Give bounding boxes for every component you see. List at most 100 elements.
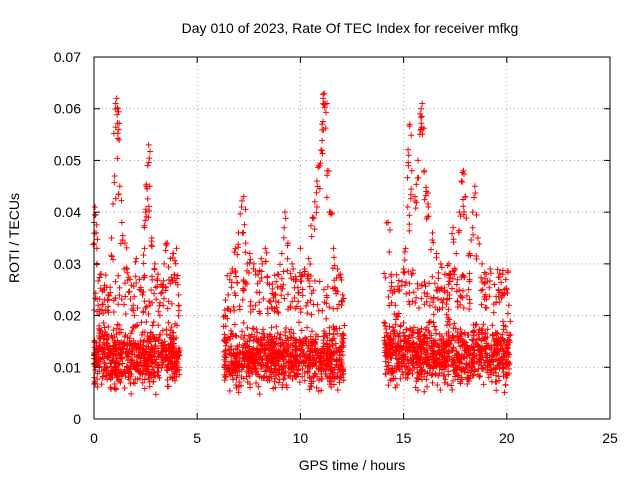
data-point: [262, 258, 269, 265]
data-point: [146, 207, 153, 214]
data-point: [252, 268, 259, 275]
data-point: [323, 341, 330, 348]
data-point: [121, 384, 128, 391]
data-point: [238, 374, 245, 381]
y-tick-label: 0.02: [54, 308, 81, 324]
data-point: [276, 376, 283, 383]
data-point: [320, 286, 327, 293]
data-point: [258, 365, 265, 372]
data-point: [400, 269, 407, 276]
data-point: [307, 382, 314, 389]
data-point: [128, 390, 135, 397]
data-point: [439, 353, 446, 360]
data-point: [502, 356, 509, 363]
x-tick-label: 10: [293, 430, 309, 446]
data-point: [404, 371, 411, 378]
data-point: [482, 330, 489, 337]
data-point: [331, 364, 338, 371]
data-point: [430, 294, 437, 301]
data-point: [474, 235, 481, 241]
data-point: [124, 351, 131, 358]
data-point: [383, 326, 390, 333]
y-tick-label: 0.01: [54, 359, 81, 375]
data-point: [222, 374, 229, 381]
data-point: [169, 254, 176, 261]
data-point: [304, 370, 311, 377]
data-point: [145, 141, 152, 148]
data-point: [323, 109, 330, 116]
data-point: [243, 373, 250, 380]
data-point: [383, 219, 390, 226]
data-point: [256, 308, 263, 315]
data-point: [277, 261, 284, 268]
data-point: [414, 326, 421, 333]
data-point: [389, 370, 396, 377]
data-point: [301, 377, 308, 384]
data-point: [160, 277, 167, 284]
data-point: [162, 247, 169, 254]
data-point: [256, 278, 263, 285]
data-point: [456, 227, 463, 234]
data-point: [434, 284, 441, 291]
data-point: [278, 286, 285, 293]
data-point: [444, 381, 451, 388]
data-point: [112, 295, 119, 302]
data-point: [139, 379, 146, 386]
data-point: [428, 340, 435, 347]
data-point: [448, 382, 455, 389]
data-point: [307, 345, 314, 352]
data-point: [478, 365, 485, 372]
data-point: [136, 276, 143, 283]
data-point: [429, 237, 436, 244]
data-point: [321, 332, 328, 339]
data-point: [111, 334, 118, 341]
data-point: [221, 307, 228, 314]
data-point: [458, 178, 465, 185]
data-point: [436, 331, 443, 338]
data-point: [134, 322, 141, 329]
data-point: [478, 301, 485, 308]
data-point: [154, 283, 161, 290]
data-point: [271, 292, 278, 299]
data-point: [312, 371, 319, 378]
data-point: [498, 279, 505, 286]
data-point: [402, 337, 409, 344]
data-point: [268, 304, 275, 311]
data-point: [290, 330, 297, 337]
data-point: [453, 250, 460, 257]
data-point: [436, 287, 443, 294]
data-point: [499, 271, 506, 278]
data-point: [385, 382, 392, 389]
data-point: [144, 195, 151, 202]
data-point: [451, 367, 458, 374]
data-point: [116, 137, 123, 144]
data-point: [402, 347, 409, 354]
data-point: [315, 164, 322, 171]
data-point: [268, 365, 275, 372]
data-point: [401, 256, 408, 263]
data-point: [409, 360, 416, 367]
data-point: [320, 340, 327, 347]
data-point: [149, 299, 156, 306]
data-point: [430, 239, 437, 246]
data-point: [325, 168, 332, 175]
data-point: [326, 209, 333, 216]
data-point: [273, 278, 280, 285]
data-point: [264, 274, 271, 281]
data-point: [92, 380, 99, 387]
data-point: [137, 284, 144, 291]
data-point: [408, 167, 415, 174]
data-point: [504, 289, 511, 296]
data-point: [273, 323, 280, 330]
data-point: [289, 340, 296, 347]
data-point: [141, 272, 148, 279]
data-point: [240, 229, 247, 236]
data-point: [258, 330, 265, 337]
data-point: [155, 322, 162, 329]
data-point: [332, 340, 339, 347]
data-point: [416, 371, 423, 378]
data-point: [451, 265, 458, 272]
data-point: [327, 367, 334, 374]
data-point: [114, 155, 121, 162]
data-point: [454, 276, 461, 283]
